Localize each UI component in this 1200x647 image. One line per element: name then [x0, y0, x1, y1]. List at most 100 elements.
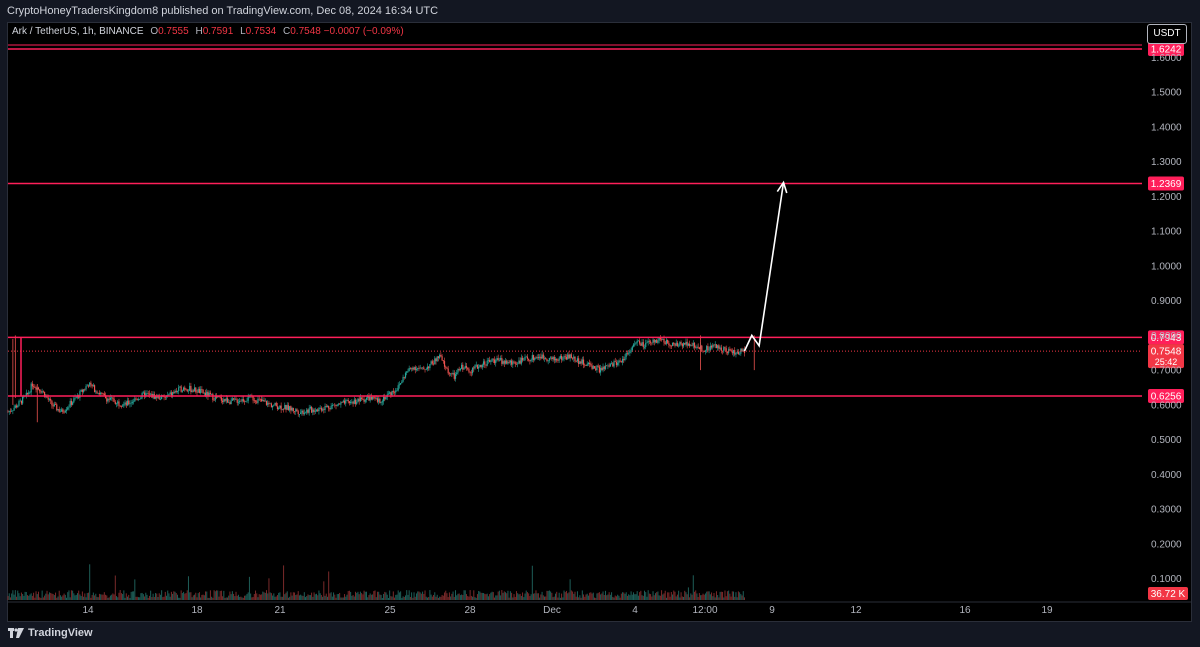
volume-bar: [255, 590, 257, 600]
volume-bar: [652, 591, 654, 600]
volume-bar: [535, 590, 537, 600]
candle-body: [197, 388, 199, 393]
volume-bar: [322, 596, 324, 600]
candle-body: [536, 357, 538, 359]
candle-body: [497, 358, 499, 361]
chart-frame[interactable]: [7, 22, 1192, 622]
candle-body: [379, 398, 381, 404]
candle-body: [361, 397, 363, 400]
candle-body: [286, 405, 288, 410]
volume-bar: [726, 591, 728, 600]
candle-body: [643, 347, 646, 348]
candle-body: [492, 358, 494, 360]
volume-bar: [739, 592, 741, 600]
candle-body: [129, 403, 131, 405]
candle-body: [702, 350, 704, 352]
candle-body: [650, 341, 652, 343]
volume-bar: [442, 595, 444, 600]
candle-body: [185, 389, 187, 391]
volume-bar: [491, 591, 493, 600]
level-badge: [1148, 41, 1184, 56]
volume-bar: [50, 592, 52, 600]
volume-bar: [419, 592, 421, 600]
volume-bar: [233, 593, 235, 600]
volume-bar: [423, 593, 425, 600]
candle-body: [398, 384, 401, 386]
candle-body: [531, 355, 533, 360]
candle-body: [198, 388, 201, 393]
candle-body: [596, 365, 598, 371]
volume-bar: [437, 597, 439, 600]
candle-body: [307, 409, 309, 413]
tradingview-logo[interactable]: TradingView: [8, 627, 93, 639]
volume-bar: [483, 593, 485, 600]
candle-body: [730, 349, 732, 352]
volume-bar: [712, 596, 714, 600]
volume-bar: [636, 591, 638, 600]
volume-bar: [355, 591, 357, 600]
volume-bar: [172, 593, 174, 600]
candle-body: [48, 398, 51, 400]
x-tick-label: 21: [274, 605, 286, 616]
volume-bar: [368, 595, 370, 600]
volume-bar: [361, 593, 363, 600]
volume-bar: [248, 576, 250, 600]
volume-bar: [458, 593, 460, 600]
volume-bar: [197, 593, 199, 600]
tradingview-brand: TradingView: [28, 627, 93, 639]
candle-body: [689, 343, 691, 346]
candle-body: [140, 397, 142, 400]
volume-bar: [318, 590, 320, 600]
candle-body: [347, 399, 349, 402]
volume-bar: [433, 594, 435, 600]
volume-bar: [303, 592, 305, 600]
candle-body: [403, 376, 405, 378]
volume-bar: [155, 593, 157, 600]
candle-body: [729, 349, 731, 350]
volume-bar: [646, 596, 648, 600]
volume-bar: [533, 593, 535, 600]
y-tick-label: 1.5000: [1151, 88, 1182, 99]
volume-bar: [350, 591, 352, 600]
candle-body: [195, 387, 197, 392]
volume-bar: [96, 596, 98, 600]
candle-body: [625, 353, 627, 357]
candle-body: [225, 398, 227, 401]
volume-bar: [348, 590, 350, 600]
volume-bar: [548, 590, 550, 600]
volume-bar: [735, 592, 737, 600]
candle-body: [476, 364, 479, 369]
volume-bar: [597, 592, 599, 600]
candle-body: [264, 400, 266, 402]
candle-body: [563, 356, 565, 359]
volume-bar: [731, 591, 733, 600]
volume-bar: [383, 593, 385, 600]
y-tick-label: 0.5000: [1151, 435, 1182, 446]
volume-bar: [648, 593, 650, 600]
candle-body: [325, 406, 327, 407]
candle-body: [443, 361, 446, 367]
volume-bar: [506, 593, 508, 600]
volume-bar: [257, 597, 259, 600]
currency-selector[interactable]: USDT: [1147, 24, 1187, 44]
candle-body: [370, 397, 372, 400]
volume-bar: [151, 597, 153, 600]
volume-bar: [672, 594, 674, 600]
candle-body: [278, 407, 280, 410]
candle-body: [595, 368, 597, 371]
volume-bar: [19, 596, 21, 600]
volume-bar: [740, 594, 742, 600]
candle-body: [161, 395, 163, 399]
volume-bar: [584, 596, 586, 600]
x-tick-label: 12: [850, 605, 862, 616]
candle-body: [73, 398, 75, 403]
candle-body: [336, 404, 338, 406]
volume-bar: [463, 590, 465, 600]
volume-bar: [358, 594, 360, 600]
candle-body: [261, 399, 263, 402]
volume-bar: [51, 593, 53, 600]
volume-bar: [67, 592, 69, 600]
level-badge: [1148, 330, 1184, 345]
projection-path[interactable]: [743, 182, 785, 352]
